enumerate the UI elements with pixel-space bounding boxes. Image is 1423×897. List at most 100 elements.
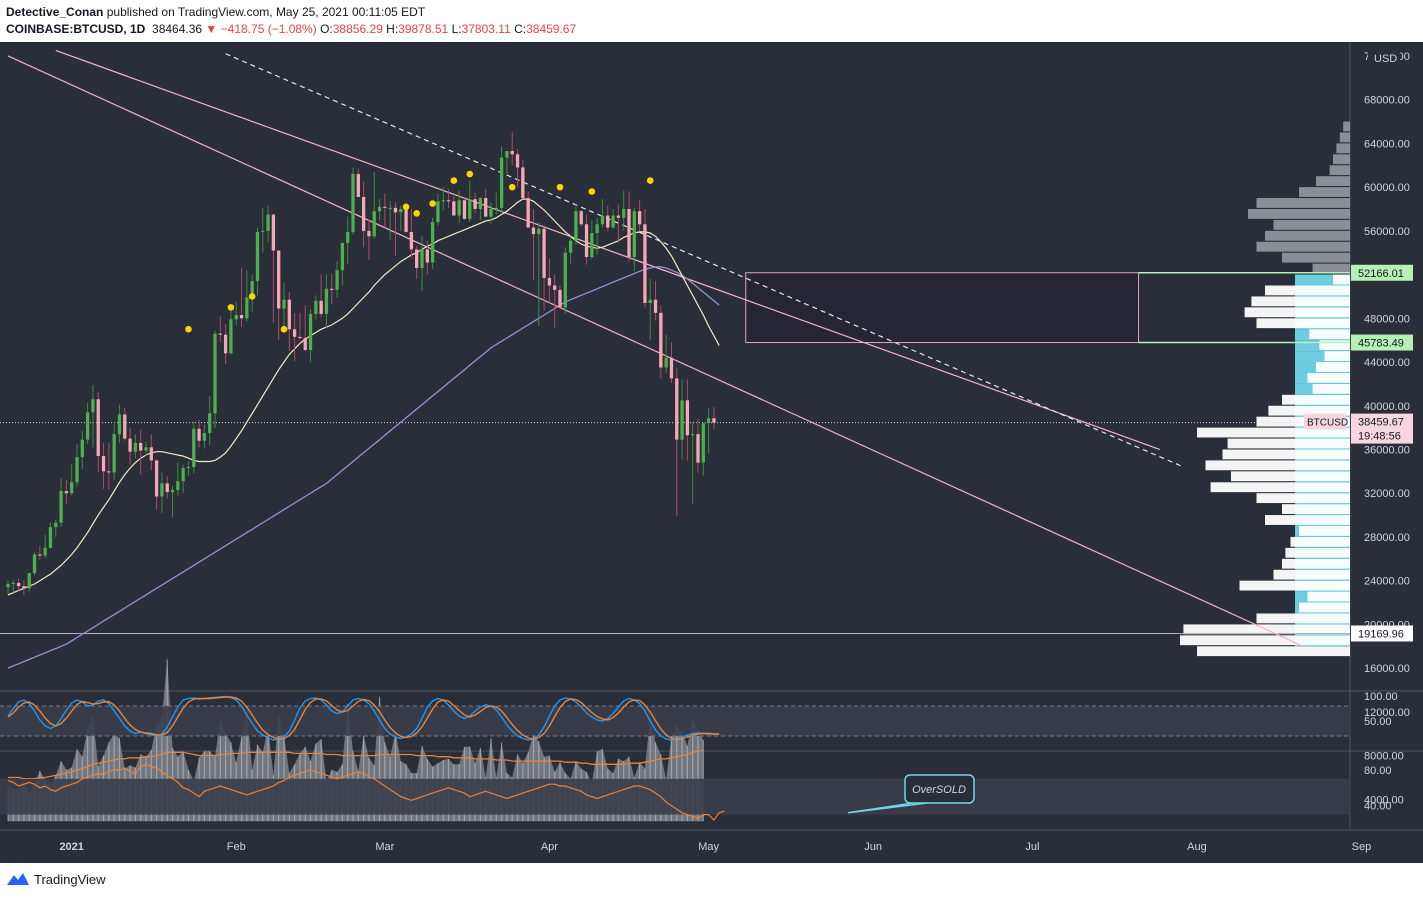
candle (388, 201, 392, 240)
candle (287, 292, 291, 352)
candle-body (701, 423, 705, 463)
candle (595, 217, 599, 255)
time-tick-label: May (698, 841, 719, 853)
candle-body (510, 151, 514, 155)
time-tick-label: 2021 (59, 841, 83, 853)
sma-slow-line (7, 266, 720, 669)
profile-bar (1273, 219, 1350, 230)
profile-bar (1231, 471, 1350, 482)
profile-bar (1197, 427, 1350, 438)
candle (372, 171, 376, 239)
candle (346, 216, 350, 264)
candle-body (261, 230, 265, 232)
candle-body (669, 357, 674, 379)
symbol-label[interactable]: COINBASE:BTCUSD, 1D (6, 22, 146, 36)
candle-body (531, 227, 536, 235)
candle (202, 424, 207, 449)
swing-high-marker (646, 177, 654, 184)
time-tick-label: Mar (375, 841, 394, 853)
candle (149, 434, 153, 471)
candle-body (208, 413, 212, 434)
candle-body (271, 214, 276, 251)
candle-body (553, 285, 557, 290)
candle (101, 442, 106, 489)
brand-label[interactable]: TradingView (34, 872, 106, 887)
candle-body (91, 399, 95, 413)
candle-body (298, 336, 302, 338)
candle (234, 301, 238, 326)
candle-body (351, 174, 355, 232)
candle (616, 204, 621, 243)
profile-bar-value-area (1295, 274, 1350, 286)
candle-body (160, 483, 164, 497)
candle-body (38, 554, 42, 556)
candle (181, 464, 185, 494)
profile-bar (1339, 132, 1350, 143)
candle-body (223, 334, 228, 354)
candle (499, 146, 504, 213)
candle-body (712, 418, 716, 423)
last-price: 38464.36 (152, 22, 203, 36)
high-label: H: (386, 22, 399, 36)
published-text: published on TradingView.com, May 25, 20… (106, 5, 426, 19)
candle-body (64, 491, 69, 494)
candle (85, 402, 90, 445)
rsi-line (7, 763, 725, 821)
candle (218, 316, 222, 343)
profile-bar (1312, 263, 1350, 274)
candle (531, 208, 536, 281)
candle-body (176, 481, 180, 490)
candle-body (521, 167, 525, 199)
candles (6, 132, 716, 595)
bar-countdown-text: 19:48:56 (1358, 431, 1401, 443)
candle (303, 305, 307, 352)
candle-body (117, 414, 122, 435)
candle (324, 274, 329, 329)
candle-body (377, 206, 382, 212)
price-tick-label: 64000.00 (1364, 138, 1410, 150)
candle (574, 204, 578, 246)
candle-body (653, 299, 658, 313)
candle-body (696, 434, 700, 463)
candle (568, 236, 573, 264)
candle-body (489, 208, 493, 217)
candle (16, 578, 21, 591)
candle-body (505, 151, 509, 158)
candle (526, 191, 530, 228)
candle-body (383, 206, 387, 208)
candle (653, 281, 658, 321)
candle-body (632, 211, 636, 258)
candle-body (96, 399, 100, 457)
profile-bar (1316, 176, 1350, 187)
candle (468, 180, 472, 223)
candle-body (112, 434, 116, 473)
candle-body (346, 231, 350, 243)
oversold-callout-box (904, 774, 975, 804)
rsi-band (0, 778, 1350, 815)
candle-body (643, 224, 647, 303)
price-chart[interactable]: 68000.0064000.0060000.0056000.0052000.00… (0, 42, 1423, 863)
swing-high-marker (556, 183, 564, 191)
candle (292, 312, 297, 361)
candle (59, 477, 63, 528)
tradingview-logo-icon[interactable] (6, 871, 30, 887)
profile-bar (1256, 198, 1350, 208)
price-tick-label: 40000.00 (1364, 401, 1410, 413)
close-label: C: (514, 22, 527, 36)
candle-body (107, 471, 111, 473)
chart-footer: TradingView (0, 863, 1423, 897)
swing-high-marker (185, 325, 192, 333)
candle-body (250, 281, 254, 298)
candle (537, 222, 541, 326)
time-tick-label: Feb (227, 841, 246, 853)
symbol-tag (1304, 413, 1346, 430)
price-change: −418.75 (−1.08%) (220, 22, 317, 36)
candle-body (6, 583, 10, 588)
candle (478, 196, 483, 220)
profile-bar (1312, 383, 1350, 394)
author-name[interactable]: Detective_Conan (6, 5, 104, 19)
candle-body (54, 522, 58, 528)
stoch-d-line (7, 696, 720, 741)
profile-bar (1256, 613, 1350, 624)
profile-bar (1333, 154, 1350, 165)
